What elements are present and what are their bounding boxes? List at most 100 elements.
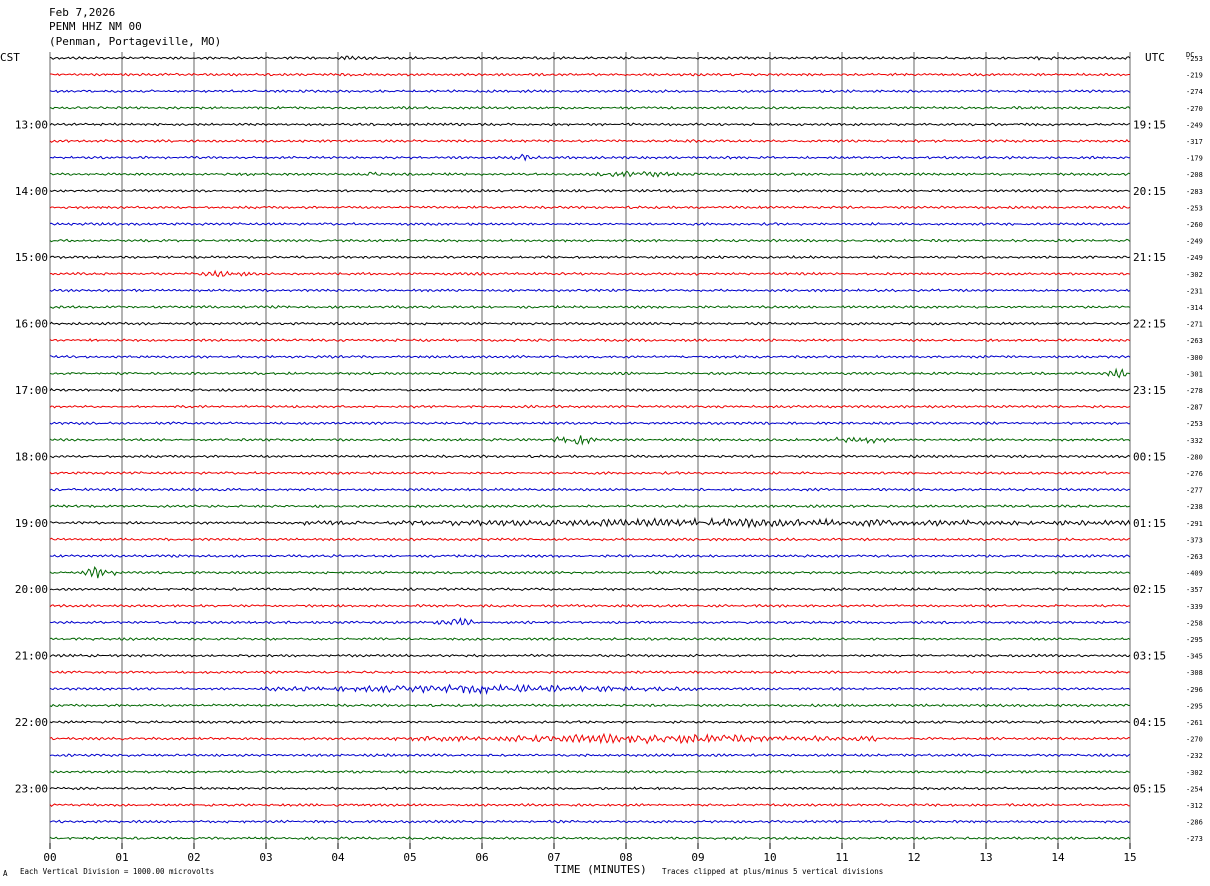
trace-row-37 bbox=[49, 670, 1131, 675]
right-hour-label: 05:15 bbox=[1133, 782, 1166, 795]
x-tick-label: 01 bbox=[115, 851, 128, 864]
x-tick-label: 09 bbox=[691, 851, 704, 864]
dc-offset-label: -300 bbox=[1186, 354, 1203, 362]
dc-offset-label: -278 bbox=[1186, 387, 1203, 395]
x-tick-label: 02 bbox=[187, 851, 200, 864]
vertical-grid bbox=[49, 52, 1131, 843]
trace-row-12 bbox=[49, 255, 1131, 260]
trace-row-2 bbox=[49, 89, 1131, 94]
left-hour-label: 19:00 bbox=[15, 517, 48, 530]
trace-row-25 bbox=[49, 470, 1131, 476]
dc-offset-label: -254 bbox=[1186, 785, 1203, 793]
dc-offset-label: -231 bbox=[1186, 287, 1203, 295]
dc-offset-label: -317 bbox=[1186, 138, 1203, 146]
dc-offset-label: -296 bbox=[1186, 686, 1203, 694]
dc-offset-label: -270 bbox=[1186, 736, 1203, 744]
trace-row-3 bbox=[49, 105, 1131, 110]
clip-note: Traces clipped at plus/minus 5 vertical … bbox=[662, 867, 883, 876]
right-hour-label: 02:15 bbox=[1133, 583, 1166, 596]
trace-row-32 bbox=[49, 587, 1131, 592]
dc-offset-label: -253 bbox=[1186, 204, 1203, 212]
trace-row-29 bbox=[49, 537, 1131, 542]
trace-row-9 bbox=[49, 205, 1131, 210]
dc-offset-label: -339 bbox=[1186, 603, 1203, 611]
dc-offset-label: -260 bbox=[1186, 221, 1203, 229]
left-timezone-label: CST bbox=[0, 51, 20, 64]
dc-offset-label: -208 bbox=[1186, 171, 1203, 179]
x-tick-label: 04 bbox=[331, 851, 345, 864]
x-tick-label: 12 bbox=[907, 851, 920, 864]
dc-offset-label: -276 bbox=[1186, 470, 1203, 478]
right-hour-label: 19:15 bbox=[1133, 118, 1166, 131]
right-hour-labels: 19:15 20:15 21:15 22:15 23:15 00:15 01:15 02:15… bbox=[1133, 118, 1166, 795]
x-tick-label: 11 bbox=[835, 851, 848, 864]
dc-offset-label: -295 bbox=[1186, 702, 1203, 710]
dc-offset-label: -314 bbox=[1186, 304, 1203, 312]
trace-row-5 bbox=[49, 138, 1131, 144]
x-axis-title: TIME (MINUTES) bbox=[554, 863, 647, 876]
dc-offset-label: -345 bbox=[1186, 653, 1203, 661]
trace-row-40 bbox=[49, 720, 1131, 724]
trace-row-43 bbox=[49, 769, 1131, 774]
x-tick-label: 05 bbox=[403, 851, 416, 864]
x-tick-label: 14 bbox=[1051, 851, 1065, 864]
right-hour-label: 23:15 bbox=[1133, 384, 1166, 397]
trace-row-33 bbox=[49, 603, 1131, 608]
trace-row-20 bbox=[49, 387, 1131, 392]
trace-row-8 bbox=[49, 188, 1131, 193]
right-hour-label: 04:15 bbox=[1133, 716, 1166, 729]
dc-offset-label: -270 bbox=[1186, 105, 1203, 113]
trace-row-15 bbox=[49, 304, 1131, 309]
left-hour-label: 16:00 bbox=[15, 318, 48, 331]
x-tick-label: 10 bbox=[763, 851, 776, 864]
dc-offset-label: -238 bbox=[1186, 503, 1203, 511]
trace-row-18 bbox=[49, 354, 1131, 359]
trace-group bbox=[49, 55, 1131, 841]
right-hour-label: 03:15 bbox=[1133, 650, 1166, 663]
corner-mark: A bbox=[3, 869, 8, 878]
dc-offset-label: -277 bbox=[1186, 487, 1203, 495]
trace-row-16 bbox=[49, 321, 1131, 326]
dc-offset-label: -249 bbox=[1186, 254, 1203, 262]
trace-row-39 bbox=[49, 703, 1131, 708]
dc-offset-label: -249 bbox=[1186, 238, 1203, 246]
trace-row-42 bbox=[49, 753, 1131, 758]
dc-offset-label: -232 bbox=[1186, 752, 1203, 760]
dc-offset-label: -263 bbox=[1186, 337, 1203, 345]
left-hour-label: 22:00 bbox=[15, 716, 48, 729]
trace-row-22 bbox=[49, 421, 1131, 426]
left-hour-label: 13:00 bbox=[15, 118, 48, 131]
left-hour-label: 18:00 bbox=[15, 450, 48, 463]
header-location: (Penman, Portageville, MO) bbox=[49, 35, 221, 48]
right-hour-label: 00:15 bbox=[1133, 450, 1166, 463]
x-axis-ticks: 00 01 02 03 04 05 06 07 08 09 10 11 12 13 14 15 bbox=[43, 843, 1137, 864]
trace-row-30 bbox=[49, 554, 1131, 558]
x-tick-label: 03 bbox=[259, 851, 272, 864]
dc-offset-label: -249 bbox=[1186, 121, 1203, 129]
trace-row-6 bbox=[49, 153, 1131, 162]
dc-offset-label: -373 bbox=[1186, 536, 1203, 544]
x-tick-label: 13 bbox=[979, 851, 992, 864]
dc-header-label: DC bbox=[1186, 51, 1194, 59]
trace-row-4 bbox=[49, 122, 1131, 127]
x-tick-label: 15 bbox=[1123, 851, 1136, 864]
trace-row-10 bbox=[49, 221, 1131, 227]
dc-offset-label: -332 bbox=[1186, 437, 1203, 445]
left-hour-label: 23:00 bbox=[15, 782, 48, 795]
right-hour-label: 22:15 bbox=[1133, 318, 1166, 331]
trace-row-23 bbox=[49, 435, 1131, 446]
right-hour-label: 20:15 bbox=[1133, 185, 1166, 198]
trace-row-19 bbox=[49, 367, 1131, 379]
trace-row-27 bbox=[49, 504, 1131, 509]
trace-row-47 bbox=[49, 836, 1131, 841]
left-hour-label: 15:00 bbox=[15, 251, 48, 264]
trace-row-35 bbox=[49, 637, 1131, 641]
trace-row-44 bbox=[49, 786, 1131, 791]
dc-offset-label: -219 bbox=[1186, 72, 1203, 80]
dc-offset-label: -291 bbox=[1186, 520, 1203, 528]
trace-row-24 bbox=[49, 454, 1131, 459]
dc-offset-label: -409 bbox=[1186, 570, 1203, 578]
trace-row-28 bbox=[49, 516, 1131, 529]
dc-offset-label: -295 bbox=[1186, 636, 1203, 644]
